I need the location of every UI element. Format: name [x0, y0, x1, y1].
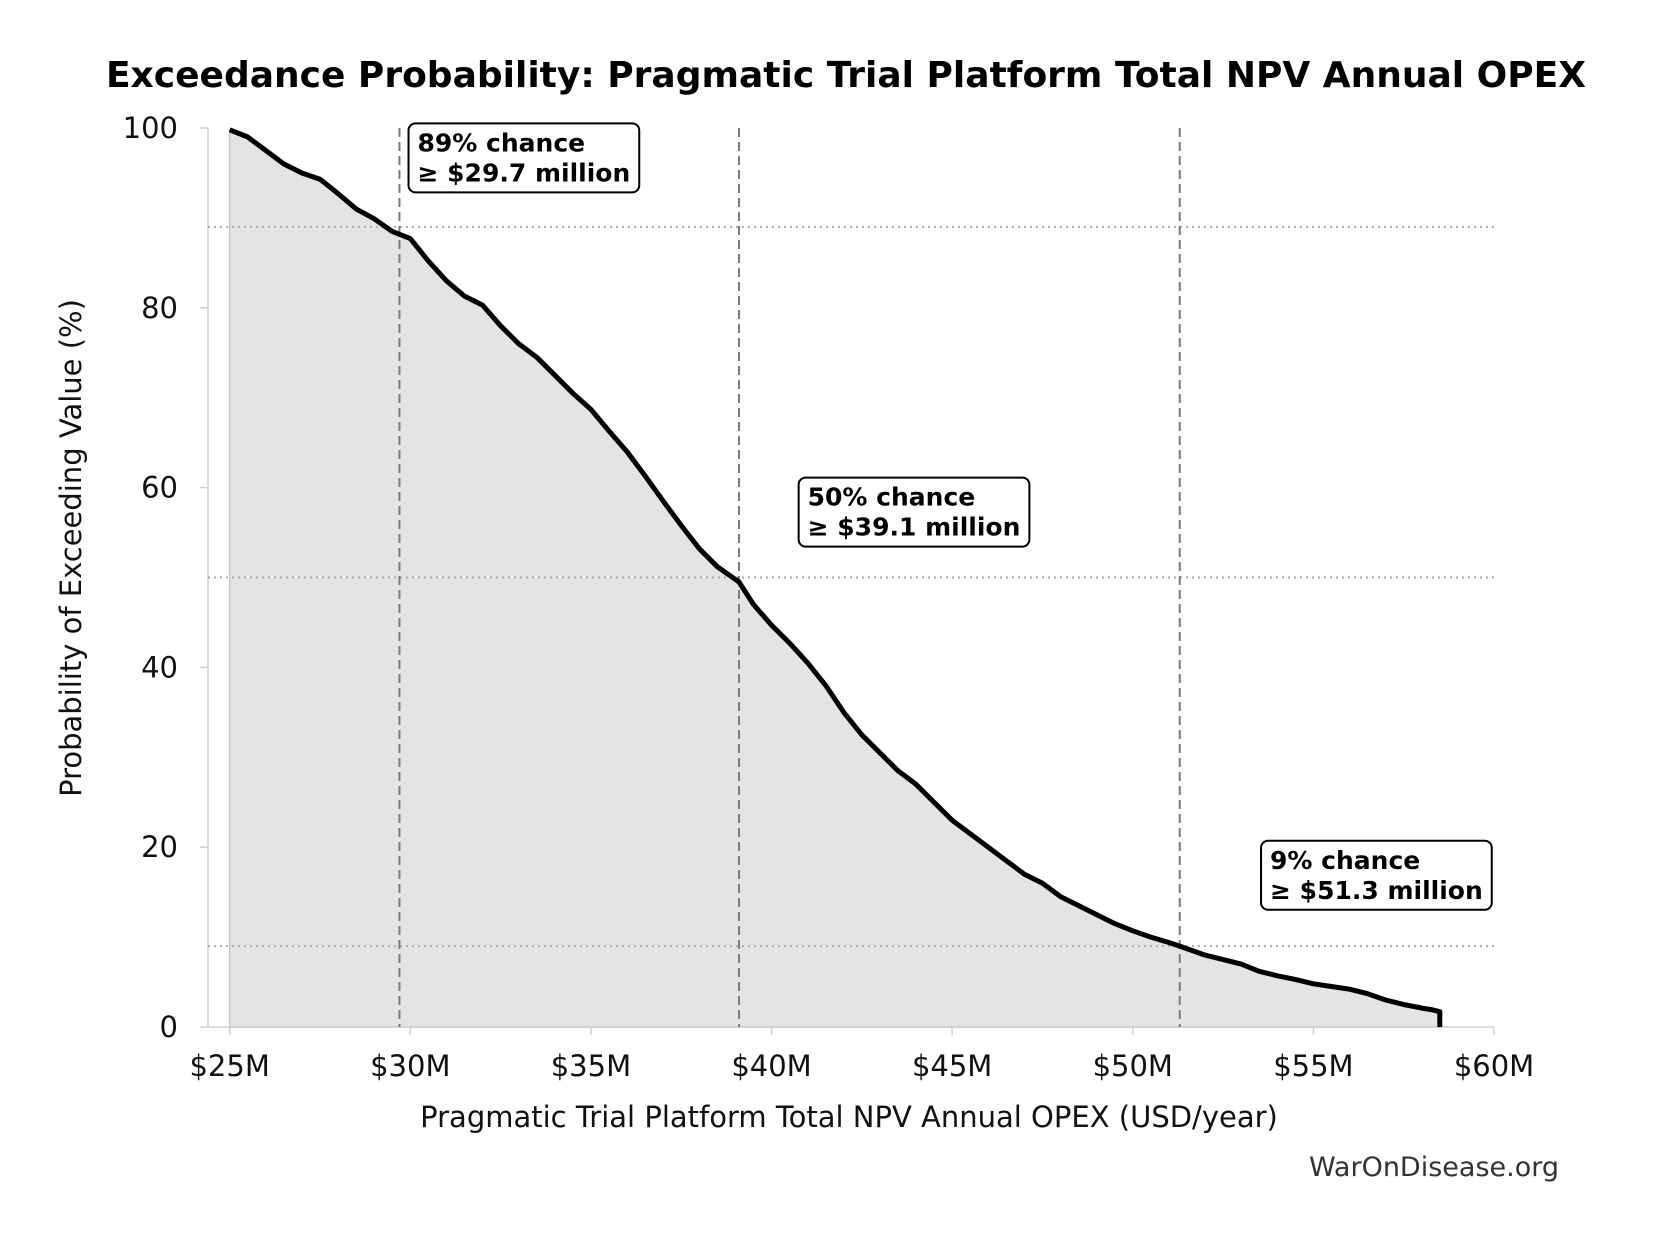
y-axis-ticks: 0 20 40 60 80 100 — [123, 111, 208, 1044]
x-tick-label: $30M — [370, 1049, 450, 1083]
x-tick-label: $55M — [1273, 1049, 1353, 1083]
annotation-box-0: 89% chance≥ $29.7 million — [407, 122, 641, 194]
annotations: 89% chance≥ $29.7 million 50% chance≥ $39… — [407, 122, 1493, 911]
y-tick-label: 60 — [141, 471, 178, 505]
y-axis-label: Probability of Exceeding Value (%) — [54, 299, 88, 797]
y-tick-label: 0 — [160, 1010, 178, 1044]
annotation-box-1: 50% chance≥ $39.1 million — [797, 476, 1031, 548]
x-tick-label: $35M — [551, 1049, 631, 1083]
annotation-line-2: ≥ $39.1 million — [808, 513, 1021, 542]
annotation-line-1: 89% chance — [418, 128, 586, 157]
plot-area: $25M $30M $35M $40M $45M $50M $55M $60M 0 20 40 60… — [123, 111, 1535, 1083]
x-axis-label: Pragmatic Trial Platform Total NPV Annua… — [420, 1100, 1278, 1134]
y-tick-label: 40 — [141, 650, 178, 684]
annotation-frame — [1260, 839, 1493, 911]
value-reference-lines — [398, 128, 1181, 1027]
x-tick-label: $45M — [912, 1049, 992, 1083]
x-tick-label: $60M — [1454, 1049, 1534, 1083]
x-axis-ticks: $25M $30M $35M $40M $45M $50M $55M $60M — [189, 1027, 1534, 1083]
annotation-line-2: ≥ $29.7 million — [418, 158, 631, 187]
x-tick-label: $25M — [189, 1049, 269, 1083]
chart-title: Exceedance Probability: Pragmatic Trial … — [106, 55, 1586, 96]
annotation-box-2: 9% chance≥ $51.3 million — [1260, 839, 1493, 911]
probability-reference-lines — [208, 225, 1494, 948]
annotation-frame — [407, 122, 641, 194]
annotation-line-1: 50% chance — [808, 483, 976, 512]
y-tick-label: 20 — [141, 830, 178, 864]
annotation-frame — [797, 476, 1031, 548]
y-tick-label: 100 — [123, 111, 178, 145]
annotation-line-2: ≥ $51.3 million — [1270, 876, 1483, 905]
x-tick-label: $50M — [1093, 1049, 1173, 1083]
x-tick-label: $40M — [731, 1049, 811, 1083]
annotation-line-1: 9% chance — [1270, 846, 1420, 875]
y-tick-label: 80 — [141, 291, 178, 325]
source-watermark: WarOnDisease.org — [1309, 1152, 1559, 1183]
exceedance-curve — [228, 127, 1443, 1027]
